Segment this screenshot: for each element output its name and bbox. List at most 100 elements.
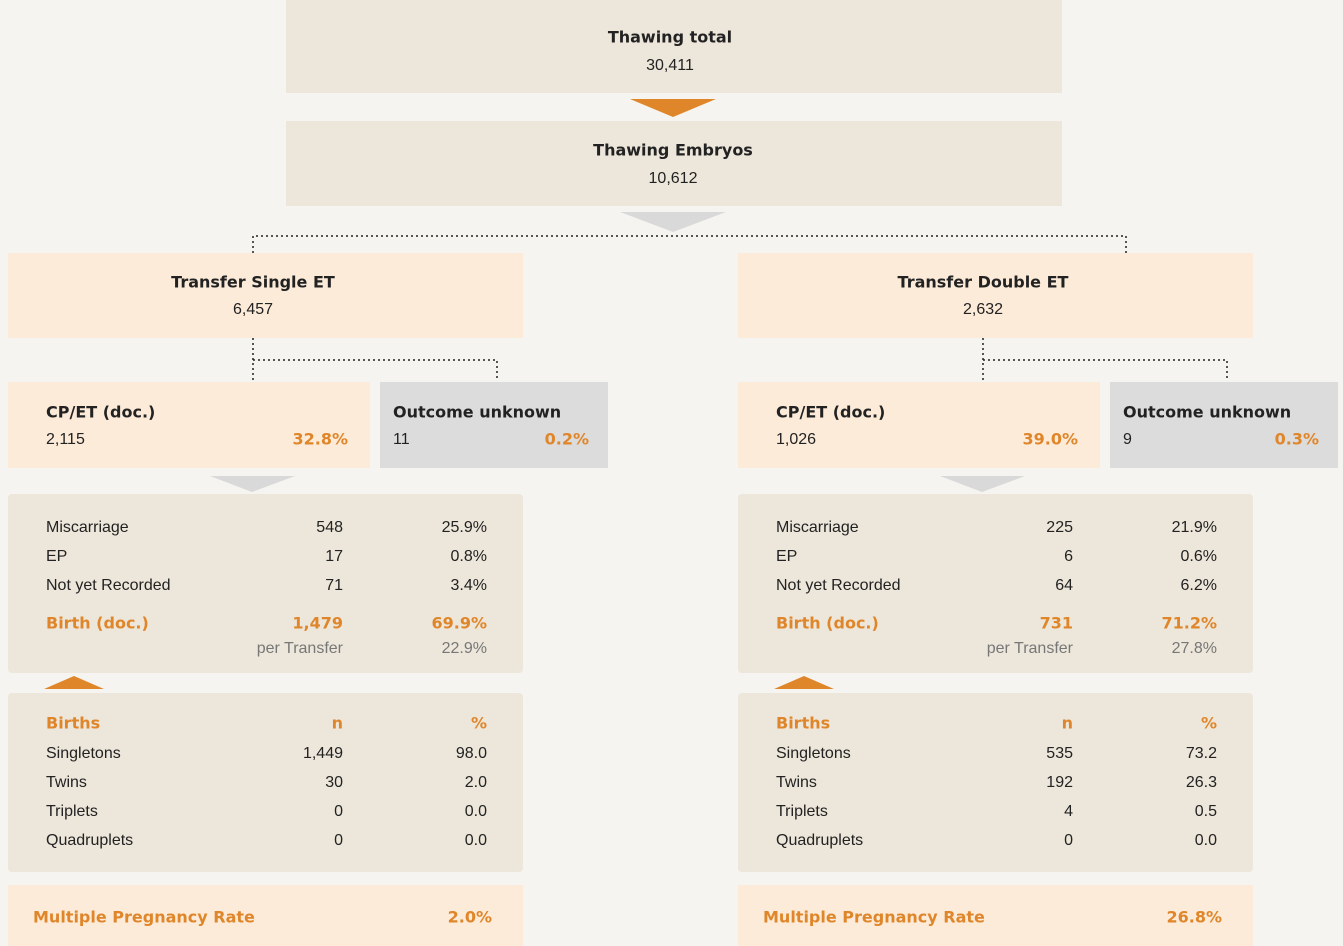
- births-pct: 0.0: [465, 803, 487, 820]
- outcome-n: 548: [316, 519, 343, 536]
- connector: [252, 338, 498, 380]
- births-header: %: [471, 714, 487, 733]
- unknown-box: [380, 382, 608, 468]
- outcome-pct: 6.2%: [1181, 577, 1217, 594]
- outcome-n: 6: [1064, 548, 1073, 565]
- transfer-title: Transfer Double ET: [898, 273, 1069, 292]
- cp-value: 2,115: [46, 431, 85, 448]
- births-label: Singletons: [46, 745, 121, 762]
- births-n: 535: [1046, 745, 1073, 762]
- outcome-n: 64: [1055, 577, 1073, 594]
- births-n: 0: [334, 803, 343, 820]
- births-pct: 0.5: [1195, 803, 1217, 820]
- births-pct: 2.0: [465, 774, 487, 791]
- per-transfer-label: per Transfer: [257, 640, 344, 657]
- unknown-box: [1110, 382, 1338, 468]
- births-label: Quadruplets: [46, 832, 133, 849]
- outcome-pct: 0.8%: [451, 548, 487, 565]
- transfer-title: Transfer Single ET: [171, 273, 335, 292]
- connector: [982, 338, 1228, 380]
- births-n: 4: [1064, 803, 1073, 820]
- birth-label: Birth (doc.): [46, 614, 149, 633]
- outcome-n: 225: [1046, 519, 1073, 536]
- birth-n: 731: [1040, 614, 1073, 633]
- outcome-n: 17: [325, 548, 343, 565]
- outcome-label: Miscarriage: [776, 519, 859, 536]
- births-label: Twins: [46, 774, 87, 791]
- births-n: 192: [1046, 774, 1073, 791]
- top-value: 30,411: [646, 57, 694, 74]
- outcome-pct: 0.6%: [1181, 548, 1217, 565]
- births-n: 0: [1064, 832, 1073, 849]
- birth-pct: 71.2%: [1161, 614, 1217, 633]
- births-pct: 73.2: [1186, 745, 1217, 762]
- cp-title: CP/ET (doc.): [776, 403, 885, 422]
- top-title: Thawing total: [608, 28, 732, 47]
- outcome-label: EP: [776, 548, 797, 565]
- births-header: n: [1062, 714, 1073, 733]
- mpr-label: Multiple Pregnancy Rate: [763, 908, 985, 927]
- outcome-pct: 25.9%: [442, 519, 487, 536]
- birth-pct: 69.9%: [431, 614, 487, 633]
- unknown-title: Outcome unknown: [393, 403, 561, 422]
- unknown-title: Outcome unknown: [1123, 403, 1291, 422]
- transfer-box: [8, 253, 523, 338]
- arrow: [44, 676, 104, 689]
- birth-n: 1,479: [292, 614, 343, 633]
- embryos-value: 10,612: [649, 170, 698, 187]
- outcome-n: 71: [325, 577, 343, 594]
- mpr-label: Multiple Pregnancy Rate: [33, 908, 255, 927]
- arrow: [630, 99, 716, 117]
- births-pct: 98.0: [456, 745, 487, 762]
- outcome-label: Not yet Recorded: [46, 577, 171, 594]
- transfer-value: 6,457: [233, 301, 273, 318]
- arrow: [940, 476, 1025, 492]
- births-pct: 0.0: [1195, 832, 1217, 849]
- outcome-label: Miscarriage: [46, 519, 129, 536]
- unknown-pct: 0.2%: [545, 430, 589, 449]
- arrow: [774, 676, 834, 689]
- births-header: n: [332, 714, 343, 733]
- births-pct: 0.0: [465, 832, 487, 849]
- births-pct: 26.3: [1186, 774, 1217, 791]
- births-n: 0: [334, 832, 343, 849]
- unknown-pct: 0.3%: [1275, 430, 1319, 449]
- outcomes-box: [738, 494, 1253, 673]
- cp-title: CP/ET (doc.): [46, 403, 155, 422]
- births-n: 30: [325, 774, 343, 791]
- births-box: [738, 693, 1253, 872]
- outcome-label: Not yet Recorded: [776, 577, 901, 594]
- births-box: [8, 693, 523, 872]
- arrow: [210, 476, 295, 492]
- births-n: 1,449: [303, 745, 343, 762]
- births-header: %: [1201, 714, 1217, 733]
- births-label: Twins: [776, 774, 817, 791]
- outcome-pct: 21.9%: [1172, 519, 1217, 536]
- mpr-box: [8, 885, 523, 946]
- per-transfer-pct: 22.9%: [442, 640, 487, 657]
- per-transfer-label: per Transfer: [987, 640, 1074, 657]
- per-transfer-pct: 27.8%: [1172, 640, 1217, 657]
- outcome-pct: 3.4%: [451, 577, 487, 594]
- births-label: Singletons: [776, 745, 851, 762]
- transfer-box: [738, 253, 1253, 338]
- birth-label: Birth (doc.): [776, 614, 879, 633]
- cp-pct: 32.8%: [292, 430, 348, 449]
- unknown-value: 9: [1123, 431, 1132, 448]
- cp-box: [8, 382, 370, 468]
- cp-box: [738, 382, 1100, 468]
- embryos-title: Thawing Embryos: [593, 141, 753, 160]
- births-label: Triplets: [46, 803, 98, 820]
- births-header: Births: [46, 714, 100, 733]
- mpr-value: 2.0%: [448, 908, 492, 927]
- unknown-value: 11: [393, 431, 410, 448]
- mpr-value: 26.8%: [1166, 908, 1222, 927]
- arrow: [620, 212, 726, 232]
- outcomes-box: [8, 494, 523, 673]
- cp-pct: 39.0%: [1022, 430, 1078, 449]
- births-label: Quadruplets: [776, 832, 863, 849]
- cp-value: 1,026: [776, 431, 816, 448]
- births-header: Births: [776, 714, 830, 733]
- top-box: [286, 0, 1062, 93]
